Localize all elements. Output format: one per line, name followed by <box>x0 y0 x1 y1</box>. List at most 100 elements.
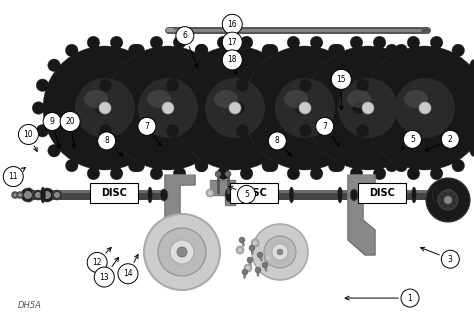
Circle shape <box>470 59 474 72</box>
Circle shape <box>249 245 255 251</box>
Circle shape <box>310 36 323 49</box>
Circle shape <box>132 44 145 57</box>
Circle shape <box>238 248 242 252</box>
Circle shape <box>255 267 261 273</box>
Circle shape <box>262 159 274 172</box>
Ellipse shape <box>214 90 238 108</box>
FancyBboxPatch shape <box>357 183 406 203</box>
Circle shape <box>291 79 304 92</box>
Circle shape <box>18 124 38 145</box>
Bar <box>228 190 355 200</box>
Ellipse shape <box>391 187 395 203</box>
Circle shape <box>248 59 260 72</box>
Circle shape <box>403 130 421 148</box>
Circle shape <box>311 145 323 157</box>
Text: 2: 2 <box>448 135 453 144</box>
Text: 12: 12 <box>92 258 102 267</box>
Circle shape <box>328 44 341 57</box>
Circle shape <box>441 130 459 148</box>
Circle shape <box>99 102 111 114</box>
Circle shape <box>32 102 45 114</box>
Circle shape <box>352 102 365 114</box>
Circle shape <box>43 46 167 170</box>
Bar <box>28 190 165 200</box>
Circle shape <box>24 191 32 199</box>
Bar <box>28 190 165 193</box>
Circle shape <box>150 36 163 49</box>
Circle shape <box>217 167 230 180</box>
Circle shape <box>75 78 135 138</box>
Circle shape <box>173 36 186 49</box>
Circle shape <box>287 36 300 49</box>
Circle shape <box>452 44 465 57</box>
Circle shape <box>413 145 425 157</box>
Circle shape <box>3 167 23 187</box>
Circle shape <box>338 78 398 138</box>
Circle shape <box>11 191 18 199</box>
Circle shape <box>236 124 249 137</box>
Circle shape <box>162 102 174 114</box>
Text: DH5A: DH5A <box>18 300 42 309</box>
Text: 7: 7 <box>145 122 149 131</box>
Bar <box>378 190 450 193</box>
Circle shape <box>165 102 178 114</box>
Circle shape <box>237 185 255 203</box>
Circle shape <box>208 191 212 195</box>
Ellipse shape <box>94 187 99 203</box>
Circle shape <box>299 124 312 137</box>
Circle shape <box>43 112 61 131</box>
Circle shape <box>36 124 49 137</box>
Circle shape <box>52 190 62 200</box>
Circle shape <box>95 102 108 114</box>
Circle shape <box>195 44 208 57</box>
Circle shape <box>444 196 452 204</box>
Circle shape <box>40 188 54 202</box>
Circle shape <box>161 79 174 92</box>
Circle shape <box>361 124 374 137</box>
Circle shape <box>242 269 248 275</box>
Text: DISC: DISC <box>241 188 266 198</box>
Circle shape <box>395 159 408 172</box>
Circle shape <box>111 145 123 157</box>
Text: 15: 15 <box>337 75 346 84</box>
Circle shape <box>225 171 231 177</box>
Ellipse shape <box>347 90 371 108</box>
Polygon shape <box>210 180 235 205</box>
Ellipse shape <box>84 90 108 108</box>
Circle shape <box>248 145 260 157</box>
Circle shape <box>215 171 221 177</box>
Circle shape <box>332 44 345 57</box>
Circle shape <box>385 159 398 172</box>
Circle shape <box>65 159 78 172</box>
Ellipse shape <box>160 189 168 201</box>
Circle shape <box>262 44 274 57</box>
Circle shape <box>385 44 398 57</box>
Circle shape <box>264 236 296 268</box>
Circle shape <box>118 264 138 284</box>
Circle shape <box>132 159 145 172</box>
Circle shape <box>178 59 191 72</box>
Ellipse shape <box>445 189 453 201</box>
Circle shape <box>266 256 270 260</box>
Circle shape <box>195 44 208 57</box>
Circle shape <box>177 247 187 257</box>
Circle shape <box>166 79 179 92</box>
Circle shape <box>280 59 292 72</box>
Circle shape <box>373 167 386 180</box>
FancyBboxPatch shape <box>90 183 138 203</box>
Circle shape <box>18 193 21 196</box>
Circle shape <box>150 145 162 157</box>
Text: 7: 7 <box>322 122 327 131</box>
Circle shape <box>54 192 60 198</box>
Bar <box>378 190 450 200</box>
Text: DISC: DISC <box>369 188 394 198</box>
Circle shape <box>428 102 441 114</box>
Circle shape <box>35 192 41 198</box>
Text: 3: 3 <box>448 255 453 264</box>
Circle shape <box>280 145 292 157</box>
Circle shape <box>244 264 252 272</box>
Circle shape <box>99 79 112 92</box>
Circle shape <box>158 228 206 276</box>
Circle shape <box>251 239 259 247</box>
Circle shape <box>299 102 311 114</box>
